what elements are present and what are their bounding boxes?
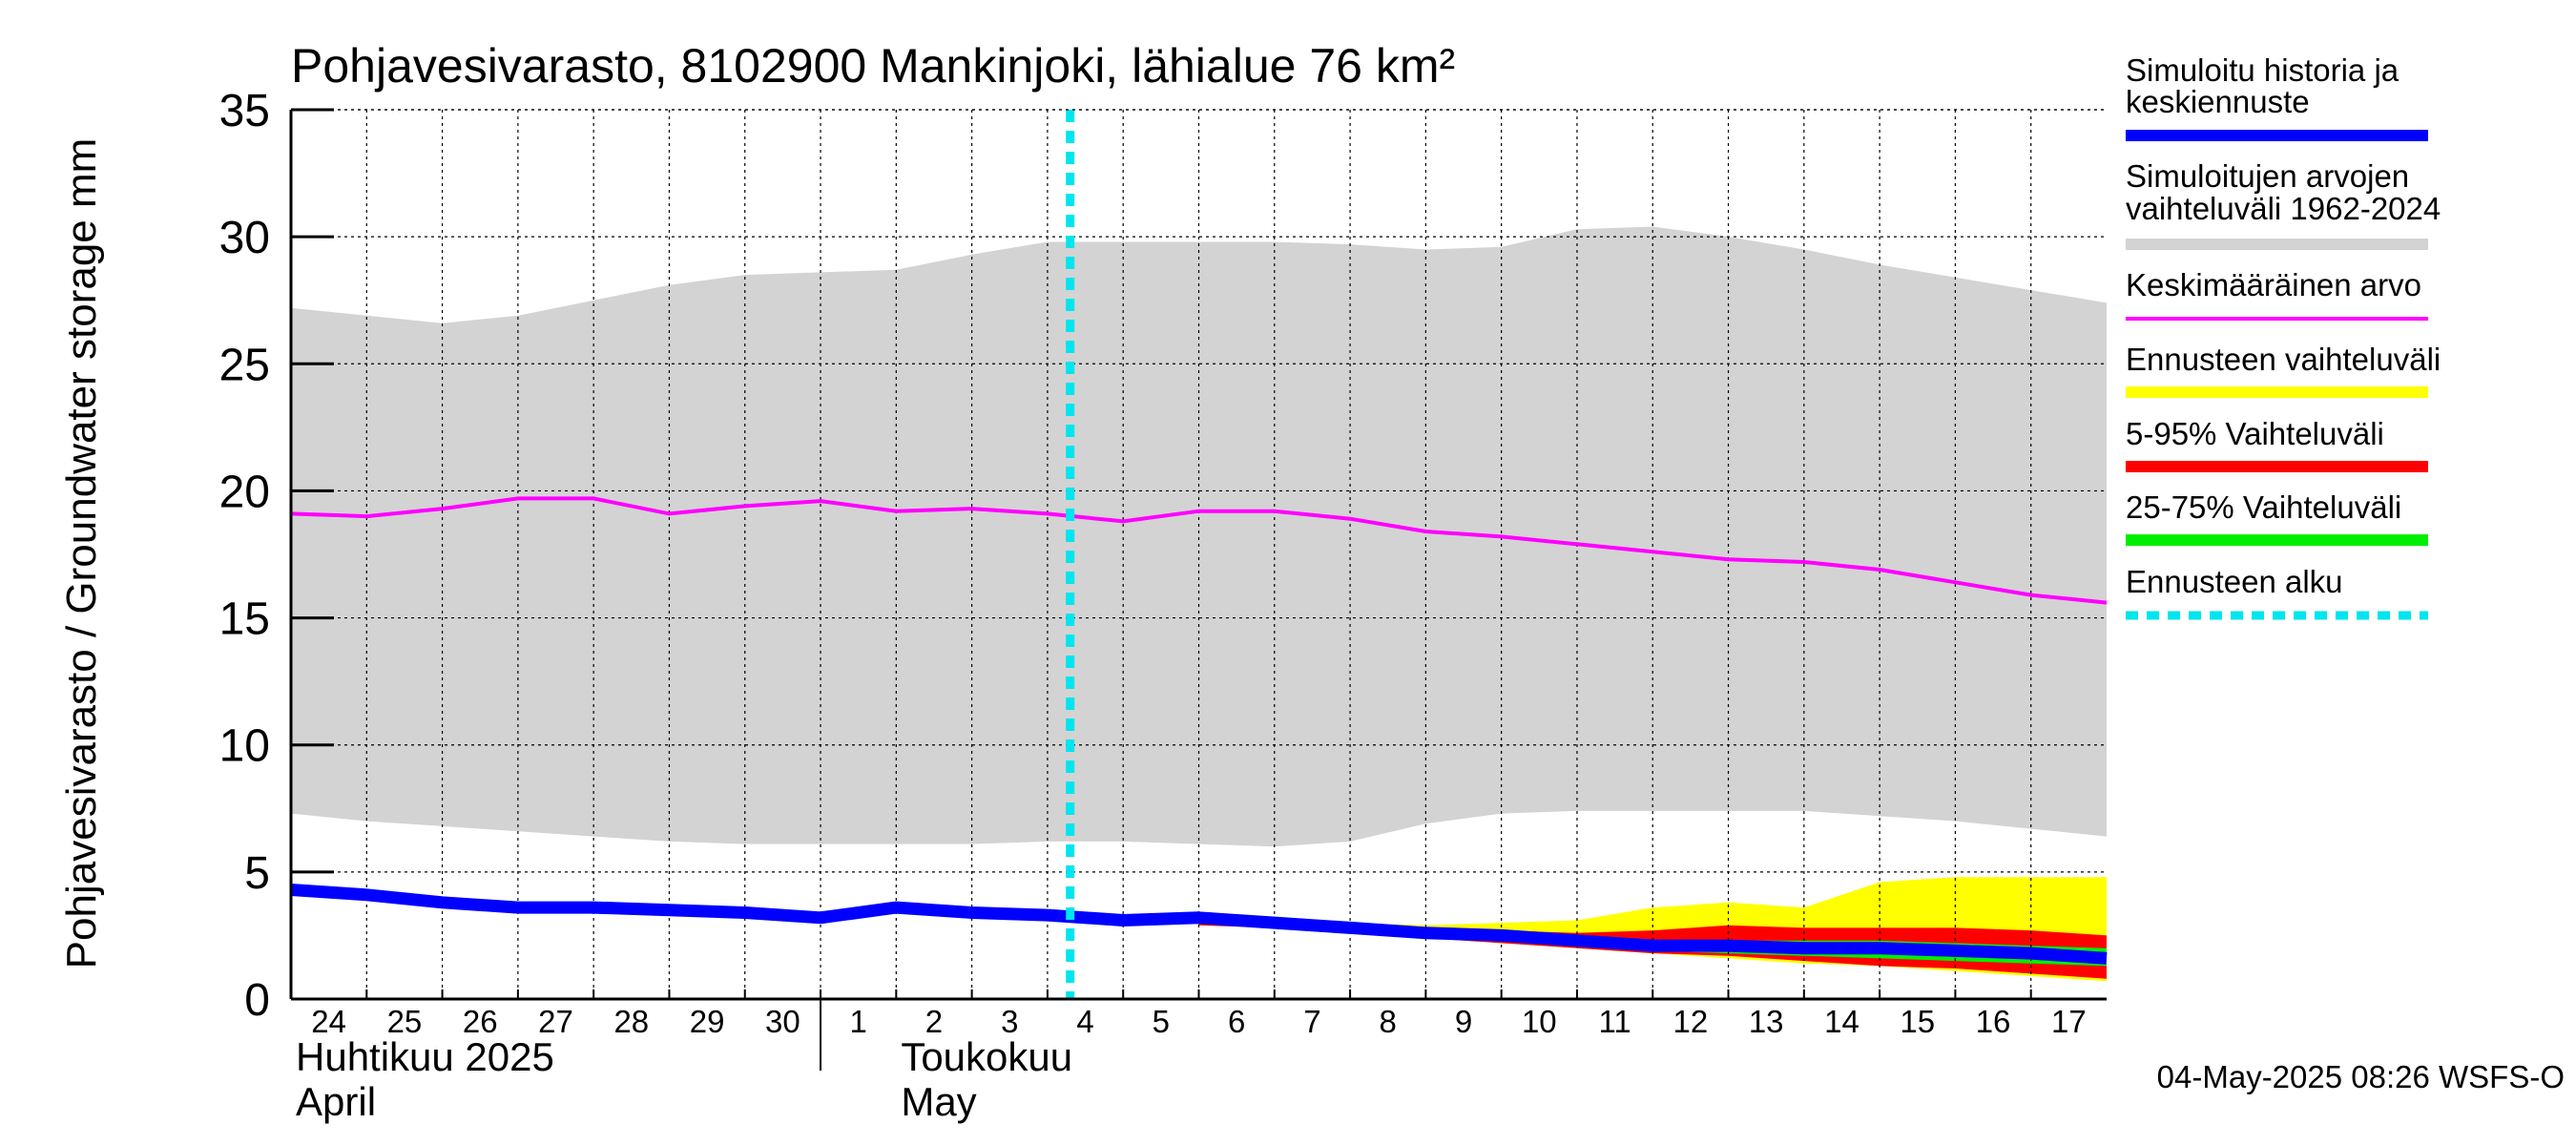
month-label-english: April xyxy=(296,1079,376,1124)
mean-line xyxy=(290,496,2108,605)
x-tick-label: 17 xyxy=(2051,1004,2087,1039)
month-label: Toukokuu xyxy=(901,1034,1072,1079)
x-tick-label: 5 xyxy=(1153,1004,1170,1039)
legend-label: Simuloitujen arvojen xyxy=(2126,158,2409,194)
y-tick-label: 30 xyxy=(219,213,270,263)
y-tick-label: 10 xyxy=(219,721,270,772)
x-tick-label: 16 xyxy=(1976,1004,2011,1039)
x-tick-label: 3 xyxy=(1001,1004,1018,1039)
legend-label: Keskimääräinen arvo xyxy=(2126,267,2421,302)
legend-label: 5-95% Vaihteluväli xyxy=(2126,416,2384,451)
x-tick-label: 26 xyxy=(463,1004,498,1039)
legend-label: Ennusteen vaihteluväli xyxy=(2126,342,2441,377)
x-tick-label: 6 xyxy=(1228,1004,1245,1039)
legend-label: Simuloitu historia ja xyxy=(2126,52,2399,88)
x-tick-label: 12 xyxy=(1673,1004,1709,1039)
x-tick-label: 28 xyxy=(613,1004,649,1039)
legend-label-line2: keskiennuste xyxy=(2126,84,2310,119)
y-tick-label: 15 xyxy=(219,594,270,645)
legend-label-line2: vaihteluväli 1962-2024 xyxy=(2126,191,2441,226)
x-tick-label: 9 xyxy=(1455,1004,1472,1039)
x-tick-label: 2 xyxy=(925,1004,943,1039)
y-tick-label: 35 xyxy=(219,86,270,136)
month-label: Huhtikuu 2025 xyxy=(296,1034,554,1079)
x-tick-label: 10 xyxy=(1522,1004,1557,1039)
x-tick-label: 1 xyxy=(850,1004,867,1039)
grid-lines xyxy=(291,109,2107,999)
y-axis-label: Pohjavesivarasto / Groundwater storage m… xyxy=(58,138,105,969)
x-tick-label: 25 xyxy=(387,1004,423,1039)
x-tick-label: 4 xyxy=(1076,1004,1093,1039)
x-tick-label: 29 xyxy=(690,1004,725,1039)
x-tick-label: 30 xyxy=(765,1004,800,1039)
legend-label: Ennusteen alku xyxy=(2126,564,2343,599)
x-tick-label: 27 xyxy=(538,1004,573,1039)
chart-title: Pohjavesivarasto, 8102900 Mankinjoki, lä… xyxy=(291,39,1455,93)
x-tick-label: 14 xyxy=(1824,1004,1859,1039)
y-tick-label: 25 xyxy=(219,340,270,390)
history-forecast-line xyxy=(290,884,2108,965)
y-tick-label: 0 xyxy=(244,975,270,1026)
footer-timestamp: 04-May-2025 08:26 WSFS-O xyxy=(2157,1059,2565,1094)
x-tick-label: 24 xyxy=(311,1004,346,1039)
plot-bands xyxy=(291,226,2107,982)
x-tick-label: 7 xyxy=(1303,1004,1320,1039)
month-label-english: May xyxy=(901,1079,976,1124)
plot-lines xyxy=(290,110,2108,999)
x-tick-label: 8 xyxy=(1380,1004,1397,1039)
x-tick-label: 15 xyxy=(1900,1004,1935,1039)
legend-label: 25-75% Vaihteluväli xyxy=(2126,489,2401,525)
x-tick-label: 13 xyxy=(1749,1004,1784,1039)
y-tick-label: 5 xyxy=(244,848,270,899)
x-tick-label: 11 xyxy=(1598,1004,1631,1039)
y-tick-label: 20 xyxy=(219,467,270,517)
